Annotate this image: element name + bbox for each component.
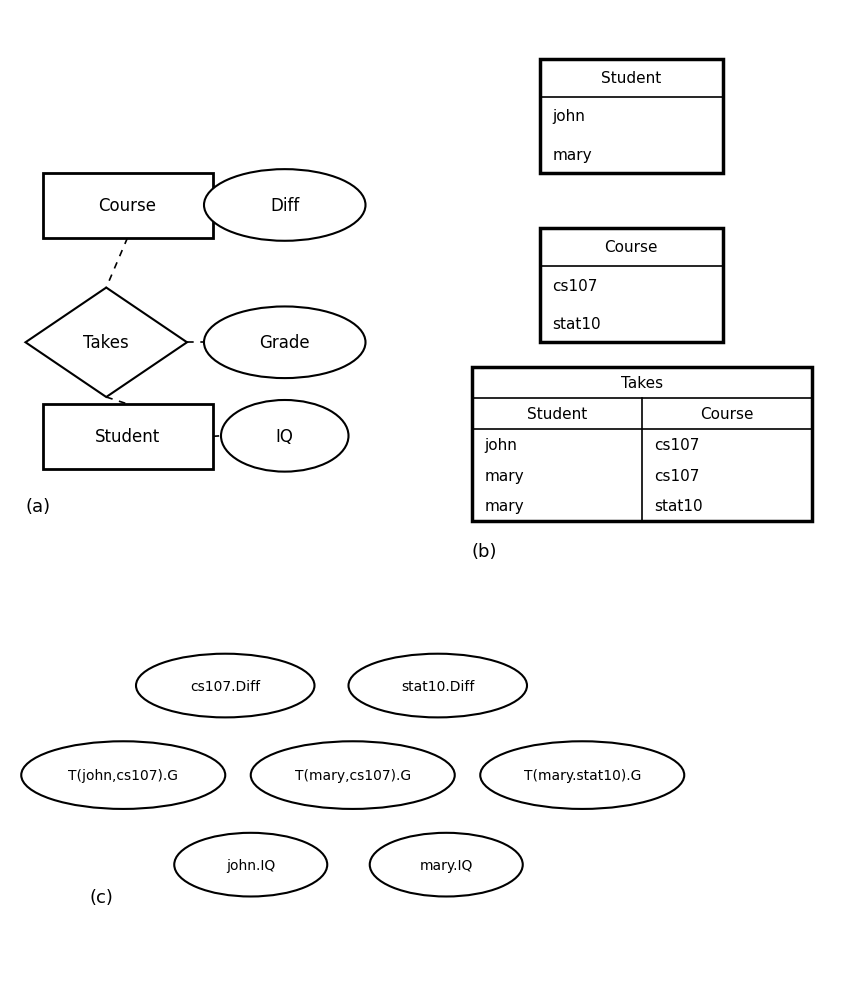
Text: (a): (a)	[26, 498, 51, 516]
Text: cs107: cs107	[654, 468, 700, 483]
Ellipse shape	[480, 742, 684, 809]
Text: mary.IQ: mary.IQ	[420, 858, 473, 872]
Bar	[540, 60, 722, 174]
Text: T(mary.stat10).G: T(mary.stat10).G	[524, 768, 641, 782]
Text: stat10.Diff: stat10.Diff	[401, 679, 474, 693]
Text: john: john	[552, 109, 586, 124]
Text: Diff: Diff	[270, 197, 299, 215]
Text: Course: Course	[99, 197, 156, 216]
Bar	[42, 405, 212, 469]
Text: mary: mary	[484, 468, 524, 483]
Text: mary: mary	[552, 147, 592, 162]
Text: Takes: Takes	[620, 376, 663, 391]
Ellipse shape	[370, 833, 523, 897]
Text: mary: mary	[484, 499, 524, 514]
Text: john: john	[484, 437, 518, 452]
Ellipse shape	[136, 654, 314, 718]
Text: stat10: stat10	[654, 499, 703, 514]
Text: (c): (c)	[89, 889, 113, 907]
Text: Student: Student	[527, 407, 586, 421]
Text: T(mary,cs107).G: T(mary,cs107).G	[295, 768, 411, 782]
Text: cs107.Diff: cs107.Diff	[190, 679, 260, 693]
Ellipse shape	[348, 654, 527, 718]
Text: Course: Course	[700, 407, 753, 421]
Text: cs107: cs107	[552, 278, 598, 293]
Text: Takes: Takes	[83, 334, 129, 352]
Text: stat10: stat10	[552, 316, 601, 331]
Ellipse shape	[221, 401, 348, 472]
Text: T(john,cs107).G: T(john,cs107).G	[68, 768, 178, 782]
Text: IQ: IQ	[275, 427, 294, 445]
Ellipse shape	[251, 742, 455, 809]
Polygon shape	[26, 288, 187, 398]
Text: cs107: cs107	[654, 437, 700, 452]
Ellipse shape	[21, 742, 225, 809]
Text: john.IQ: john.IQ	[226, 858, 275, 872]
Ellipse shape	[174, 833, 327, 897]
Text: (b): (b)	[472, 543, 497, 561]
Bar	[42, 174, 212, 239]
Text: Student: Student	[601, 72, 661, 86]
Text: Student: Student	[95, 427, 160, 446]
Text: Grade: Grade	[259, 334, 310, 352]
Ellipse shape	[204, 307, 366, 379]
Bar	[472, 368, 812, 522]
Ellipse shape	[204, 170, 366, 242]
Text: Course: Course	[604, 241, 658, 255]
Bar	[540, 229, 722, 343]
